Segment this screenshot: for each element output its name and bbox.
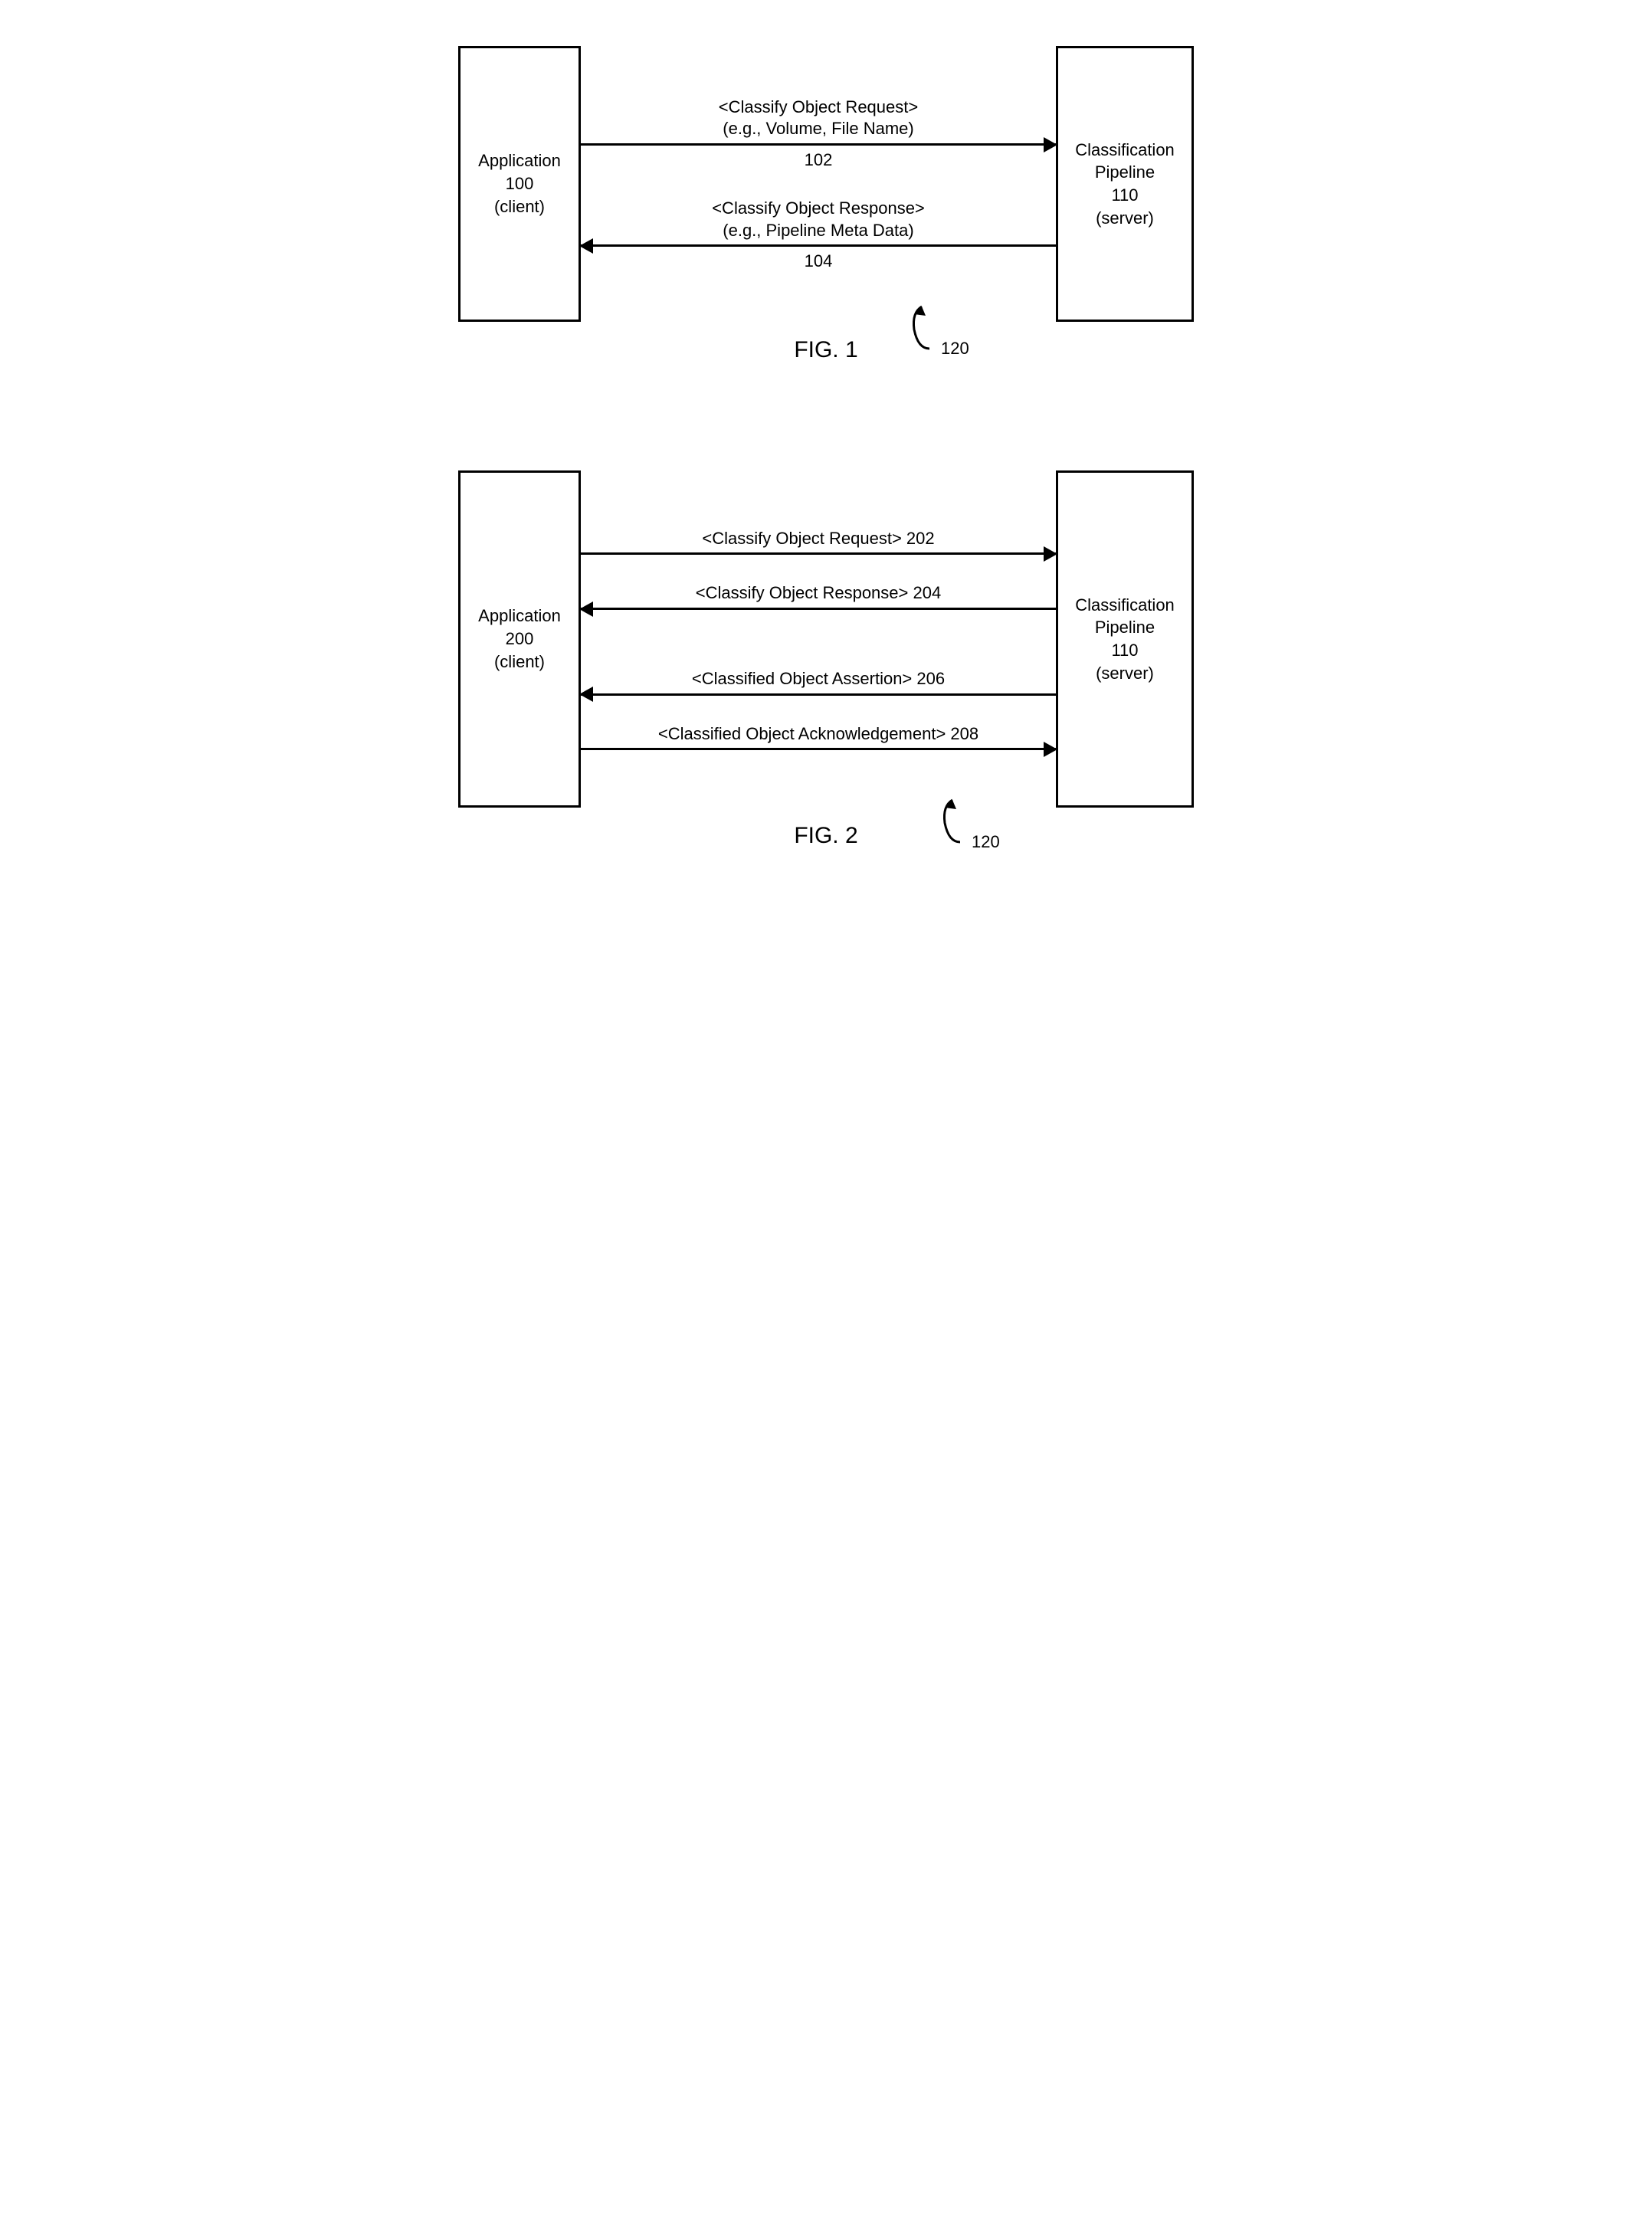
arrow-label-line1: <Classify Object Response> 204 <box>581 582 1056 605</box>
arrow-line-right <box>581 552 1056 555</box>
arrow-line-right <box>581 748 1056 750</box>
ref-label: 120 <box>941 339 969 359</box>
node-role: (server) <box>1096 207 1154 230</box>
node-subtitle: Pipeline <box>1095 161 1155 184</box>
node-title: Classification <box>1075 594 1175 617</box>
figure-1: Application 100 (client) <Classify Objec… <box>31 46 1621 363</box>
arrow-line-left <box>581 693 1056 696</box>
node-role: (client) <box>494 651 545 674</box>
fig2-arrow-2: <Classify Object Response> 204 <box>581 582 1056 610</box>
arrow-label-line1: <Classify Object Request> 202 <box>581 528 1056 550</box>
node-id: 100 <box>506 172 534 195</box>
arrow-below-id: 102 <box>581 150 1056 170</box>
fig1-caption: FIG. 1 <box>31 337 1621 363</box>
fig2-caption: FIG. 2 <box>31 823 1621 849</box>
arrow-label-line1: <Classify Object Response> <box>581 198 1056 220</box>
arrow-label-line1: <Classified Object Assertion> 206 <box>581 668 1056 690</box>
fig2-ref-pointer: 120 <box>918 792 987 858</box>
fig1-arrow-2: <Classify Object Response> (e.g., Pipeli… <box>581 198 1056 271</box>
arrow-label-line1: <Classified Object Acknowledgement> 208 <box>581 723 1056 746</box>
node-subtitle: Pipeline <box>1095 616 1155 639</box>
fig1-middle: <Classify Object Request> (e.g., Volume,… <box>581 46 1056 322</box>
fig1-diagram: Application 100 (client) <Classify Objec… <box>458 46 1194 322</box>
arrow-labels: <Classify Object Response> (e.g., Pipeli… <box>581 198 1056 241</box>
node-id: 200 <box>506 628 534 651</box>
arrow-labels: <Classify Object Request> 202 <box>581 528 1056 550</box>
arrow-labels: <Classified Object Acknowledgement> 208 <box>581 723 1056 746</box>
arrow-below-id: 104 <box>581 251 1056 271</box>
fig2-diagram: Application 200 (client) <Classify Objec… <box>458 470 1194 808</box>
node-title: Classification <box>1075 139 1175 162</box>
fig2-right-node: Classification Pipeline 110 (server) <box>1056 470 1194 808</box>
fig1-arrow-1: <Classify Object Request> (e.g., Volume,… <box>581 97 1056 170</box>
node-title: Application <box>478 605 561 628</box>
arrow-label-line2: (e.g., Volume, File Name) <box>581 118 1056 140</box>
arrow-label-line2: (e.g., Pipeline Meta Data) <box>581 220 1056 242</box>
node-role: (client) <box>494 195 545 218</box>
fig2-arrow-1: <Classify Object Request> 202 <box>581 528 1056 556</box>
arrow-labels: <Classified Object Assertion> 206 <box>581 668 1056 690</box>
arrow-labels: <Classify Object Request> (e.g., Volume,… <box>581 97 1056 140</box>
figure-2: Application 200 (client) <Classify Objec… <box>31 470 1621 849</box>
fig2-arrow-3: <Classified Object Assertion> 206 <box>581 668 1056 696</box>
node-id: 110 <box>1111 184 1138 207</box>
fig1-ref-pointer: 120 <box>887 299 956 365</box>
node-title: Application <box>478 149 561 172</box>
arrow-label-line1: <Classify Object Request> <box>581 97 1056 119</box>
node-role: (server) <box>1096 662 1154 685</box>
fig1-right-node: Classification Pipeline 110 (server) <box>1056 46 1194 322</box>
fig2-middle: <Classify Object Request> 202 <Classify … <box>581 470 1056 808</box>
arrow-gap <box>581 624 1056 654</box>
arrow-labels: <Classify Object Response> 204 <box>581 582 1056 605</box>
arrow-line-left <box>581 244 1056 247</box>
node-id: 110 <box>1111 639 1138 662</box>
fig2-left-node: Application 200 (client) <box>458 470 581 808</box>
arrow-line-right <box>581 143 1056 146</box>
fig1-left-node: Application 100 (client) <box>458 46 581 322</box>
ref-label: 120 <box>972 832 1000 852</box>
arrow-line-left <box>581 608 1056 610</box>
fig2-arrow-4: <Classified Object Acknowledgement> 208 <box>581 723 1056 751</box>
